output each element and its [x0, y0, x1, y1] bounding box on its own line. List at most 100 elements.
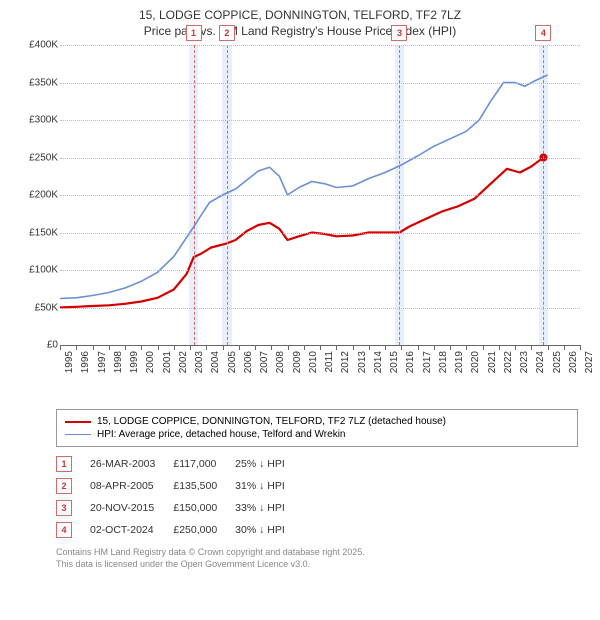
x-tick-label: 2008 — [275, 351, 286, 373]
x-tick — [369, 345, 370, 350]
x-tick-label: 2025 — [552, 351, 563, 373]
x-tick-label: 2011 — [324, 351, 335, 373]
row-date: 26-MAR-2003 — [90, 453, 173, 475]
y-gridline — [60, 45, 580, 46]
x-tick-label: 2013 — [357, 351, 368, 373]
y-gridline — [60, 195, 580, 196]
x-tick-label: 2019 — [454, 351, 465, 373]
x-tick — [564, 345, 565, 350]
row-marker: 4 — [56, 522, 72, 538]
chart-title: 15, LODGE COPPICE, DONNINGTON, TELFORD, … — [10, 8, 590, 39]
x-tick-label: 2016 — [405, 351, 416, 373]
row-price: £150,000 — [173, 497, 235, 519]
x-tick-label: 2005 — [227, 351, 238, 373]
x-tick — [580, 345, 581, 350]
row-price: £117,000 — [173, 453, 235, 475]
row-date: 02-OCT-2024 — [90, 519, 173, 541]
sale-marker: 2 — [219, 25, 235, 41]
x-tick-label: 2006 — [243, 351, 254, 373]
x-tick — [385, 345, 386, 350]
x-tick — [158, 345, 159, 350]
x-tick — [515, 345, 516, 350]
x-tick-label: 1998 — [113, 351, 124, 373]
x-tick-label: 2026 — [568, 351, 579, 373]
y-gridline — [60, 83, 580, 84]
row-price: £250,000 — [173, 519, 235, 541]
row-delta: 33% ↓ HPI — [235, 497, 303, 519]
x-tick — [483, 345, 484, 350]
row-delta: 25% ↓ HPI — [235, 453, 303, 475]
x-tick — [466, 345, 467, 350]
x-tick-label: 2012 — [340, 351, 351, 373]
x-tick — [109, 345, 110, 350]
x-tick — [93, 345, 94, 350]
y-gridline — [60, 120, 580, 121]
x-tick-label: 2017 — [422, 351, 433, 373]
row-price: £135,500 — [173, 475, 235, 497]
legend-row: 15, LODGE COPPICE, DONNINGTON, TELFORD, … — [65, 416, 569, 427]
x-tick-label: 1999 — [129, 351, 140, 373]
x-tick-label: 2024 — [535, 351, 546, 373]
x-tick — [141, 345, 142, 350]
x-tick-label: 1995 — [64, 351, 75, 373]
y-gridline — [60, 233, 580, 234]
table-row: 1 26-MAR-2003£117,00025% ↓ HPI — [56, 453, 303, 475]
chart-area: 1995199619971998199920002001200220032004… — [20, 45, 580, 375]
x-tick-label: 2014 — [373, 351, 384, 373]
y-tick-label: £300K — [20, 115, 58, 126]
x-tick-label: 2010 — [308, 351, 319, 373]
x-tick-label: 2009 — [292, 351, 303, 373]
x-tick — [174, 345, 175, 350]
row-delta: 31% ↓ HPI — [235, 475, 303, 497]
y-tick-label: £0 — [20, 340, 58, 351]
sale-marker: 4 — [535, 25, 551, 41]
x-tick — [434, 345, 435, 350]
y-gridline — [60, 158, 580, 159]
x-tick-label: 2003 — [194, 351, 205, 373]
row-marker: 2 — [56, 478, 72, 494]
x-tick — [401, 345, 402, 350]
x-tick — [320, 345, 321, 350]
y-tick-label: £100K — [20, 265, 58, 276]
x-tick-label: 2015 — [389, 351, 400, 373]
legend: 15, LODGE COPPICE, DONNINGTON, TELFORD, … — [56, 409, 578, 447]
sales-table: 1 26-MAR-2003£117,00025% ↓ HPI 2 08-APR-200… — [56, 453, 303, 541]
x-tick — [239, 345, 240, 350]
legend-label: HPI: Average price, detached house, Telf… — [97, 429, 346, 440]
x-tick-label: 1996 — [80, 351, 91, 373]
x-tick — [60, 345, 61, 350]
title-line1: 15, LODGE COPPICE, DONNINGTON, TELFORD, … — [10, 8, 590, 24]
x-tick-label: 2007 — [259, 351, 270, 373]
x-tick — [190, 345, 191, 350]
y-tick-label: £50K — [20, 302, 58, 313]
legend-swatch — [65, 421, 91, 423]
x-tick-label: 2022 — [503, 351, 514, 373]
x-tick-label: 1997 — [97, 351, 108, 373]
y-gridline — [60, 270, 580, 271]
row-marker: 1 — [56, 456, 72, 472]
x-tick-label: 2004 — [210, 351, 221, 373]
x-tick-label: 2000 — [145, 351, 156, 373]
row-delta: 30% ↓ HPI — [235, 519, 303, 541]
y-tick-label: £150K — [20, 227, 58, 238]
x-tick — [548, 345, 549, 350]
row-date: 08-APR-2005 — [90, 475, 173, 497]
x-tick — [499, 345, 500, 350]
sale-marker: 1 — [186, 25, 202, 41]
x-tick — [288, 345, 289, 350]
x-tick-label: 2001 — [162, 351, 173, 373]
series-hpi — [60, 75, 548, 299]
x-tick — [255, 345, 256, 350]
x-tick — [76, 345, 77, 350]
sale-marker: 3 — [391, 25, 407, 41]
footer-line1: Contains HM Land Registry data © Crown c… — [56, 547, 578, 559]
footer-line2: This data is licensed under the Open Gov… — [56, 559, 578, 571]
table-row: 320-NOV-2015£150,00033% ↓ HPI — [56, 497, 303, 519]
x-tick — [271, 345, 272, 350]
row-marker: 3 — [56, 500, 72, 516]
x-tick — [125, 345, 126, 350]
x-tick-label: 2018 — [438, 351, 449, 373]
y-tick-label: £250K — [20, 152, 58, 163]
x-tick — [418, 345, 419, 350]
x-tick-label: 2023 — [519, 351, 530, 373]
